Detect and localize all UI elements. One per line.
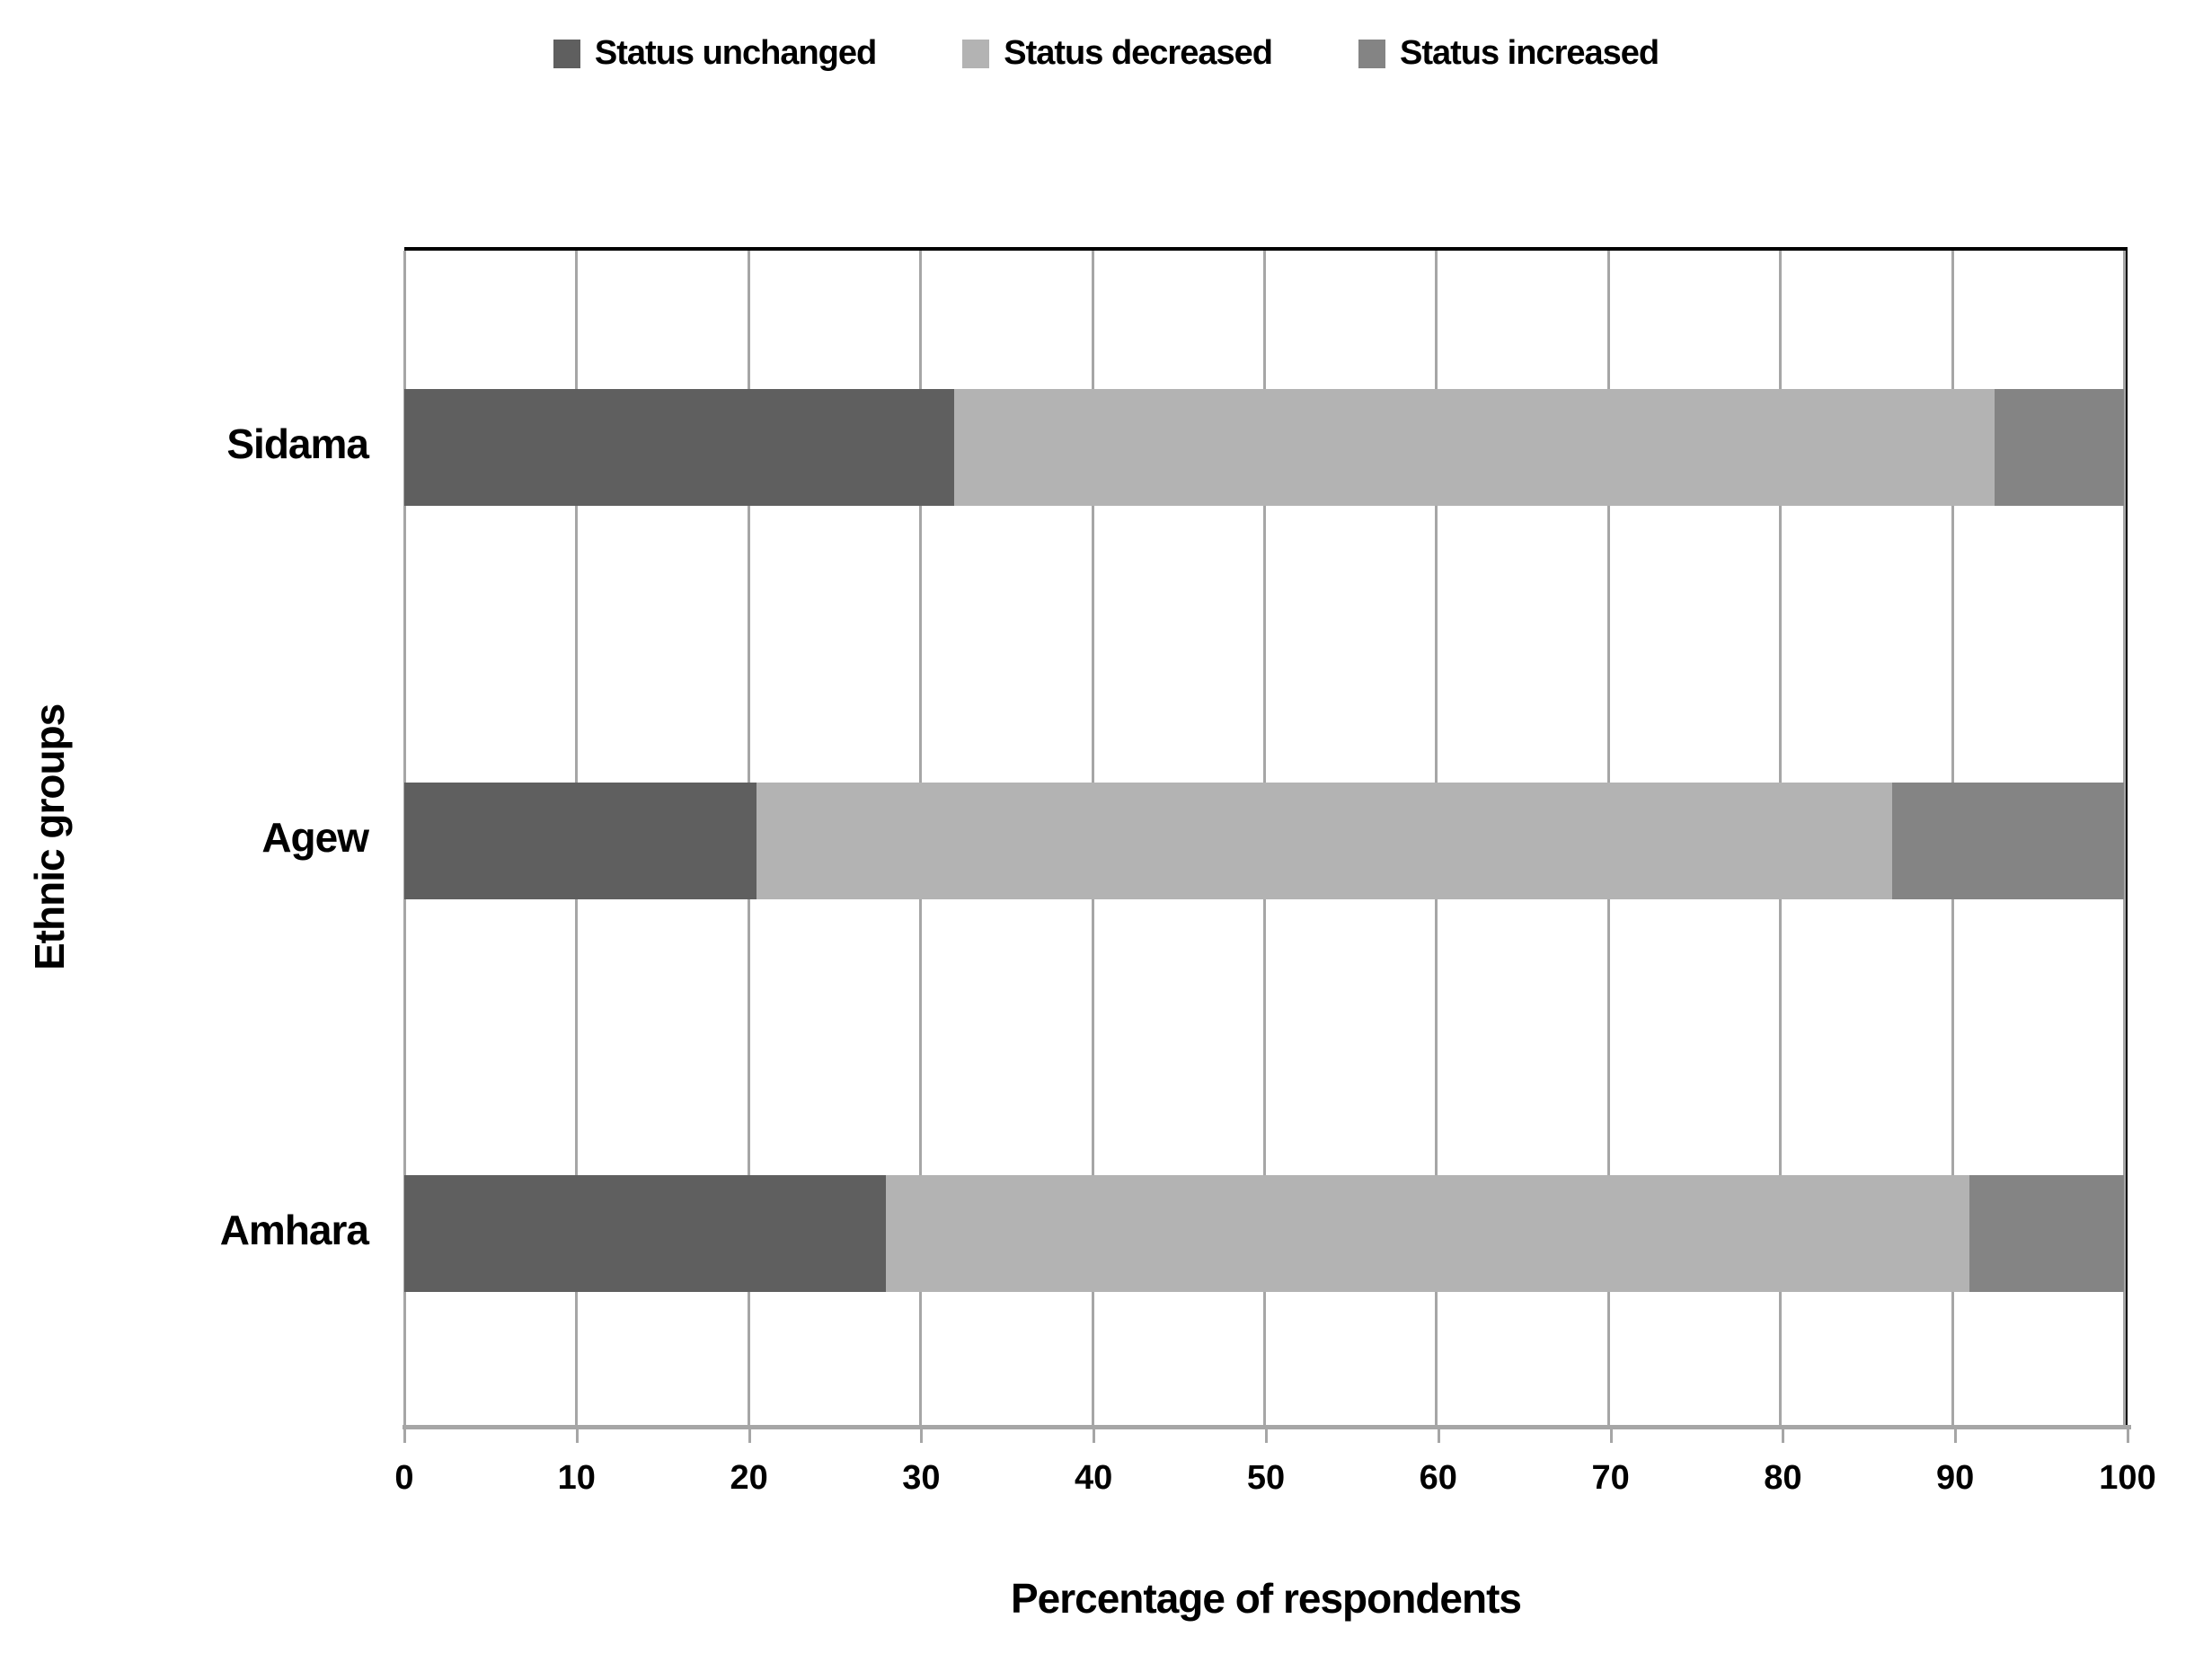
x-tick-label: 30 [902, 1459, 941, 1497]
y-category-label: Amhara [219, 1207, 369, 1254]
bar-segment [757, 782, 1892, 899]
x-axis-title: Percentage of respondents [1010, 1575, 1522, 1622]
bar-segment [1995, 388, 2124, 506]
legend-item: Status decreased [962, 34, 1273, 73]
x-tick-label: 50 [1246, 1459, 1286, 1497]
bar-segment [404, 782, 757, 899]
bar-segment [404, 1175, 886, 1293]
legend-label: Status decreased [1004, 34, 1273, 72]
x-tick-label: 80 [1764, 1459, 1802, 1497]
x-tick-mark [1782, 1425, 1785, 1443]
x-tick-mark [575, 1425, 579, 1443]
x-tick-mark [2127, 1425, 2129, 1443]
bar-segment [1891, 782, 2124, 899]
legend-label: Status unchanged [594, 34, 877, 72]
x-tick-mark [1265, 1425, 1268, 1443]
x-tick-mark [920, 1425, 924, 1443]
x-tick-label: 20 [730, 1459, 768, 1497]
x-tick-mark [1093, 1425, 1096, 1443]
y-category-label: Sidama [226, 420, 369, 467]
x-tick-mark [403, 1425, 406, 1443]
legend-item: Status unchanged [553, 34, 877, 73]
x-tick-label: 70 [1591, 1459, 1630, 1497]
bar-row [404, 388, 2124, 506]
x-tick-label: 100 [2099, 1459, 2156, 1497]
bar-segment [404, 388, 955, 506]
legend-label: Status increased [1399, 34, 1659, 72]
bar-row [404, 1175, 2124, 1293]
x-tick-mark [1954, 1425, 1958, 1443]
legend-swatch-icon [1358, 39, 1385, 68]
legend-swatch-icon [553, 39, 580, 68]
x-tick-label: 0 [394, 1459, 414, 1497]
x-tick-label: 60 [1419, 1459, 1457, 1497]
bar-segment [885, 1175, 1969, 1293]
x-tick-label: 90 [1936, 1459, 1975, 1497]
y-category-label: Agew [261, 813, 369, 861]
x-tick-mark [748, 1425, 751, 1443]
legend-item: Status increased [1358, 34, 1659, 73]
bar-segment [1969, 1175, 2124, 1293]
x-tick-label: 40 [1075, 1459, 1113, 1497]
legend: Status unchanged Status decreased Status i… [0, 34, 2212, 73]
x-tick-label: 10 [557, 1459, 596, 1497]
bar-row [404, 782, 2124, 899]
plot-area [403, 247, 2128, 1427]
x-tick-mark [1437, 1425, 1440, 1443]
gridline [2123, 251, 2126, 1427]
bar-segment [954, 388, 1995, 506]
legend-swatch-icon [962, 39, 990, 68]
x-tick-mark [1609, 1425, 1613, 1443]
